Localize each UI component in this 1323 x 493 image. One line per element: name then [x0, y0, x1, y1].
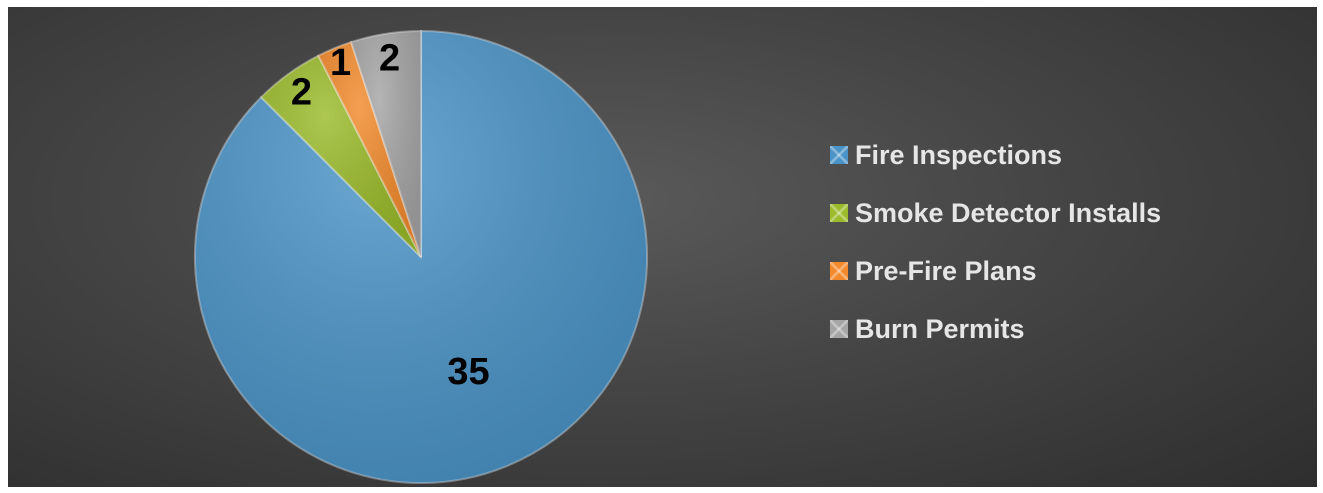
pie-slice-shading [261, 55, 421, 258]
data-label-burn-permits: 2 [379, 37, 400, 79]
data-label-smoke-detector-installs: 2 [291, 71, 312, 113]
pie-slice-shading [351, 31, 421, 257]
pie-slice-shading [195, 31, 648, 484]
chart-area: 35 2 1 2 Fire Inspections Smoke Detector In… [8, 7, 1317, 487]
pie-chart: 35 21 2 [194, 29, 648, 484]
legend-swatch-icon [830, 204, 848, 222]
legend-item-burn-permits: Burn Permits [830, 313, 1161, 345]
legend-item-pre-fire-plans: Pre-Fire Plans [830, 255, 1161, 287]
legend-item-fire-inspections: Fire Inspections [830, 139, 1161, 171]
legend-item-smoke-detector-installs: Smoke Detector Installs [830, 197, 1161, 229]
legend: Fire Inspections Smoke Detector Installs… [830, 139, 1161, 371]
pie-slice-shading [318, 42, 421, 258]
legend-swatch-icon [830, 320, 848, 338]
legend-label: Fire Inspections [855, 139, 1063, 170]
legend-swatch-icon [830, 262, 848, 280]
legend-label: Smoke Detector Installs [855, 197, 1162, 228]
data-label-fire-inspections: 35 [447, 351, 489, 393]
legend-label: Burn Permits [855, 313, 1025, 344]
legend-swatch-icon [830, 146, 848, 164]
legend-label: Pre-Fire Plans [855, 255, 1037, 286]
data-label-pre-fire-plans: 1 [330, 42, 351, 84]
